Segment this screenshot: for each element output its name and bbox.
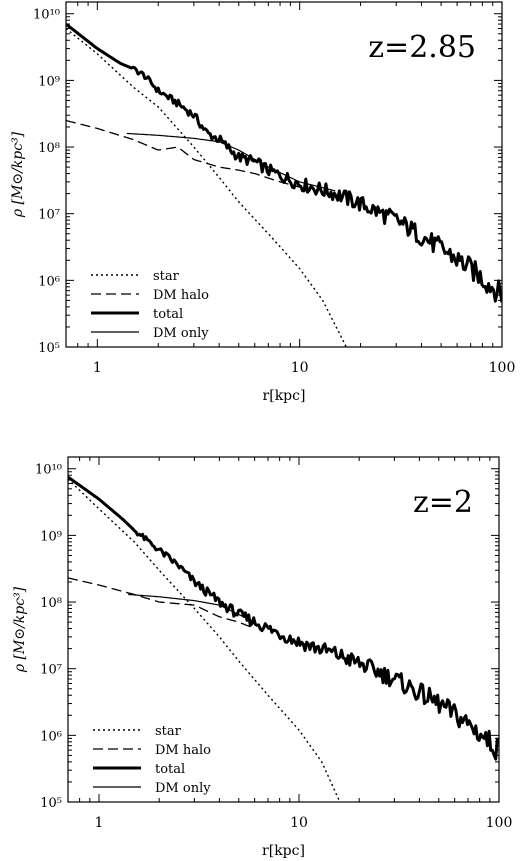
legend: star DM halo total DM only	[91, 269, 209, 341]
x-tick-label: 100	[486, 815, 513, 831]
plot-area	[68, 475, 499, 802]
y-tick-label: 10¹⁰	[33, 8, 60, 23]
y-tick-label: 10⁹	[38, 74, 60, 89]
series-line-dm-halo	[68, 577, 255, 630]
x-tick-label: 1	[95, 815, 104, 831]
legend-label: total	[155, 762, 185, 777]
series-line-dm-halo	[66, 119, 300, 188]
redshift-annotation: z=2.85	[368, 30, 476, 65]
series-line-dm-only	[128, 593, 255, 623]
redshift-annotation: z=2	[413, 485, 473, 520]
x-tick-label: 10	[290, 815, 308, 831]
x-axis-label: r[kpc]	[263, 388, 306, 404]
y-axis-label: ρ [M⊙/kpc³]	[12, 586, 28, 673]
y-axis-label: ρ [M⊙/kpc³]	[10, 131, 26, 218]
y-tick-label: 10⁸	[40, 596, 62, 611]
y-tick-label: 10⁶	[40, 729, 62, 744]
plot-frame	[67, 456, 500, 803]
plot-area	[66, 22, 502, 347]
series-line-total	[66, 22, 502, 303]
series-line-total	[68, 475, 499, 761]
legend-label: DM halo	[155, 743, 211, 758]
plot-frame	[65, 1, 503, 348]
legend-label: DM only	[153, 326, 209, 341]
y-tick-label: 10¹⁰	[35, 463, 62, 478]
y-tick-label: 10⁹	[40, 529, 62, 544]
series-line-star	[66, 27, 347, 347]
y-tick-label: 10⁸	[38, 141, 60, 156]
legend-label: star	[155, 724, 182, 739]
legend-label: DM halo	[153, 288, 209, 303]
legend-label: star	[153, 269, 180, 284]
y-tick-label: 10⁷	[40, 663, 62, 678]
y-tick-label: 10⁶	[38, 274, 60, 289]
x-tick-label: 10	[291, 360, 309, 376]
legend-label: DM only	[155, 781, 211, 796]
x-tick-label: 1	[93, 360, 102, 376]
legend: star DM halo total DM only	[93, 724, 211, 796]
series-line-star	[68, 478, 341, 802]
chart-panel: 1 10 100 10⁵ 10⁶ 10⁷ 10⁸ 10⁹ 10¹⁰ r[kpc] ρ [M⊙/kpc…	[12, 456, 513, 859]
y-tick-label: 10⁷	[38, 208, 60, 223]
x-axis-label: r[kpc]	[262, 843, 305, 859]
y-tick-label: 10⁵	[38, 341, 60, 356]
chart-panel: 1 10 100 10⁵ 10⁶ 10⁷ 10⁸ 10⁹ 10¹⁰ r[kpc] ρ [M⊙/kpc…	[10, 1, 516, 404]
x-tick-label: 100	[489, 360, 516, 376]
y-tick-label: 10⁵	[40, 796, 62, 811]
legend-label: total	[153, 307, 183, 322]
series-line-dm-only	[126, 132, 336, 192]
